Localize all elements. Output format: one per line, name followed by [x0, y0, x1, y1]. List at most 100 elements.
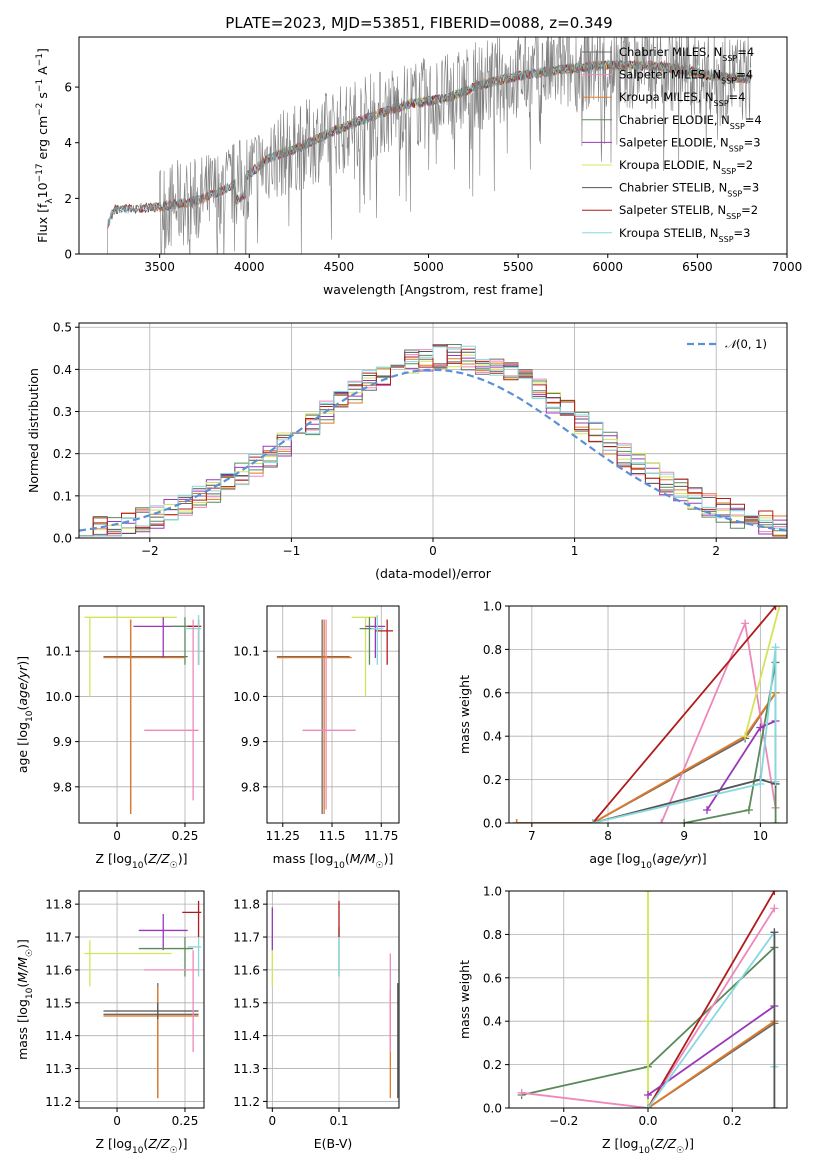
cumulative-weight-line: [647, 891, 776, 1108]
x-tick-label: 0.0: [638, 1114, 657, 1128]
spectrum-panel: 3500 4000 4500 5000 5500 6000 6500 7000 0 2 4 6 wave…: [35, 36, 802, 297]
legend-entry: Salpeter MILES, NSSP=4: [582, 68, 753, 86]
y-tick-label: 11.4: [233, 1029, 260, 1043]
x-tick-label: 10: [753, 829, 768, 843]
weight-marker: [770, 928, 779, 937]
cumweight_vs_age-ylabel: mass weight: [457, 675, 472, 754]
legend-entry: Kroupa MILES, NSSP=4: [582, 90, 745, 108]
axes-frame: [78, 890, 205, 1109]
axes-frame: [508, 605, 788, 824]
weight-marker: [657, 819, 666, 823]
cumweight_vs_Z-panel: −0.2 0.0 0.2 0.0 0.2 0.4 0.6 0.8 1.0 Z [log10(Z/Z…: [457, 885, 788, 1156]
x-tick-label: 0.1: [329, 1114, 348, 1128]
x-tick-label: 0.25: [172, 829, 199, 843]
axes-frame: [266, 890, 400, 1109]
y-tick-label: 9.9: [53, 735, 72, 749]
weight-marker: [741, 732, 750, 741]
weight-marker: [775, 606, 784, 610]
x-tick-label: −0.2: [549, 1114, 578, 1128]
y-tick-label: 11.2: [45, 1095, 72, 1109]
cumweight_vs_age-xlabel: age [log10(age/yr)]: [589, 851, 706, 871]
legend-label: Chabrier ELODIE, NSSP=4: [619, 113, 762, 131]
y-tick-label: 0.8: [483, 643, 502, 657]
y-tick-label: 0.4: [53, 363, 72, 377]
weight-marker: [703, 805, 712, 814]
x-tick-label: 0: [429, 544, 437, 558]
spectrum-plot-area: [107, 37, 752, 254]
y-tick-label: 11.5: [233, 996, 260, 1010]
weight-marker: [644, 1017, 652, 1026]
y-tick-label: 0.0: [483, 1102, 502, 1116]
weight-marker: [770, 904, 779, 913]
errorbar-point: [371, 615, 384, 665]
spectrum-ylabel: Flux [fλ10−17 erg cm−2 s−1 A−1]: [35, 48, 55, 243]
age_vs_mass-plot-area: [276, 615, 394, 814]
y-tick-label: 0.0: [53, 532, 72, 546]
legend-entry: Chabrier STELIB, NSSP=3: [582, 181, 759, 199]
weight-marker: [756, 723, 765, 732]
y-tick-label: 0.2: [483, 1058, 502, 1072]
errorbar-point: [138, 937, 194, 977]
residuals-plot-area: [79, 344, 787, 537]
legend-entry: Kroupa STELIB, NSSP=3: [582, 226, 750, 243]
cumulative-weight-line: [516, 692, 777, 823]
y-tick-label: 11.8: [233, 898, 260, 912]
legend-label: Kroupa ELODIE, NSSP=2: [619, 158, 753, 176]
weight-marker: [512, 819, 521, 823]
cumulative-weight-line: [647, 1020, 775, 1108]
weight-marker: [680, 819, 689, 823]
legend-entry: Salpeter STELIB, NSSP=2: [582, 203, 758, 221]
x-tick-label: 0.2: [723, 1114, 742, 1128]
x-tick-label: 6500: [682, 260, 713, 274]
errorbar-point: [103, 619, 188, 814]
cumweight_vs_age-panel: 7 8 9 10 0.0 0.2 0.4 0.6 0.8 1.0 age [log10(age/yr…: [457, 600, 788, 871]
errorbar-point: [187, 937, 202, 977]
age_vs_Z-plot-area: [84, 615, 202, 814]
weight-marker: [771, 777, 780, 786]
legend-label: Chabrier STELIB, NSSP=3: [619, 181, 759, 199]
errorbar-point: [103, 983, 199, 1099]
y-tick-label: 2: [64, 192, 72, 206]
y-tick-label: 0.6: [483, 971, 502, 985]
data-spectrum: [107, 37, 752, 254]
y-tick-label: 0.4: [483, 1015, 502, 1029]
y-tick-label: 10.1: [233, 645, 260, 659]
errorbar-point: [359, 617, 380, 665]
age_vs_Z-panel: 0 0.25 9.8 9.9 10.0 10.1 Z [log10(Z/Z☉)] age [l…: [15, 605, 205, 871]
weight-marker: [744, 805, 753, 814]
weight-marker: [644, 1090, 652, 1099]
y-tick-label: 11.3: [45, 1062, 72, 1076]
errorbar-point: [276, 619, 352, 814]
age_vs_Z-ylabel: age [log10(age/yr)]: [15, 656, 35, 773]
weight-marker: [771, 606, 780, 610]
y-tick-label: 11.7: [45, 931, 72, 945]
legend-entry: Chabrier ELODIE, NSSP=4: [582, 113, 762, 131]
x-tick-label: 5500: [503, 260, 534, 274]
y-tick-label: 9.8: [241, 780, 260, 794]
cumulative-weight-line: [592, 606, 777, 823]
mass_vs_ebv-plot-area: [271, 900, 399, 1099]
y-tick-label: 11.4: [45, 1029, 72, 1043]
legend-label: Kroupa MILES, NSSP=4: [619, 90, 745, 108]
x-tick-label: 0.25: [172, 1114, 199, 1128]
axes-frame: [266, 605, 400, 824]
normal-curve: [79, 368, 787, 532]
cumweight_vs_Z-ylabel: mass weight: [457, 960, 472, 1039]
age_vs_mass-xlabel: mass [log10(M/M☉)]: [273, 851, 394, 871]
errorbar-point: [365, 617, 386, 658]
x-tick-label: 11.75: [364, 829, 398, 843]
y-tick-label: 1.0: [483, 600, 502, 614]
errorbar-point: [103, 619, 185, 814]
errorbar-point: [144, 619, 199, 801]
x-tick-label: 6000: [592, 260, 623, 274]
y-tick-label: 10.0: [45, 690, 72, 704]
y-tick-label: 11.6: [233, 963, 260, 977]
y-tick-label: 0.0: [483, 817, 502, 831]
weight-marker: [756, 779, 765, 788]
errorbar-point: [133, 617, 194, 658]
legend-label: Chabrier MILES, NSSP=4: [619, 45, 754, 63]
legend-label: Salpeter MILES, NSSP=4: [619, 68, 753, 86]
errorbar-point: [187, 619, 202, 665]
cumweight_vs_age-plot-area: [512, 606, 784, 823]
x-tick-label: 7: [528, 829, 536, 843]
